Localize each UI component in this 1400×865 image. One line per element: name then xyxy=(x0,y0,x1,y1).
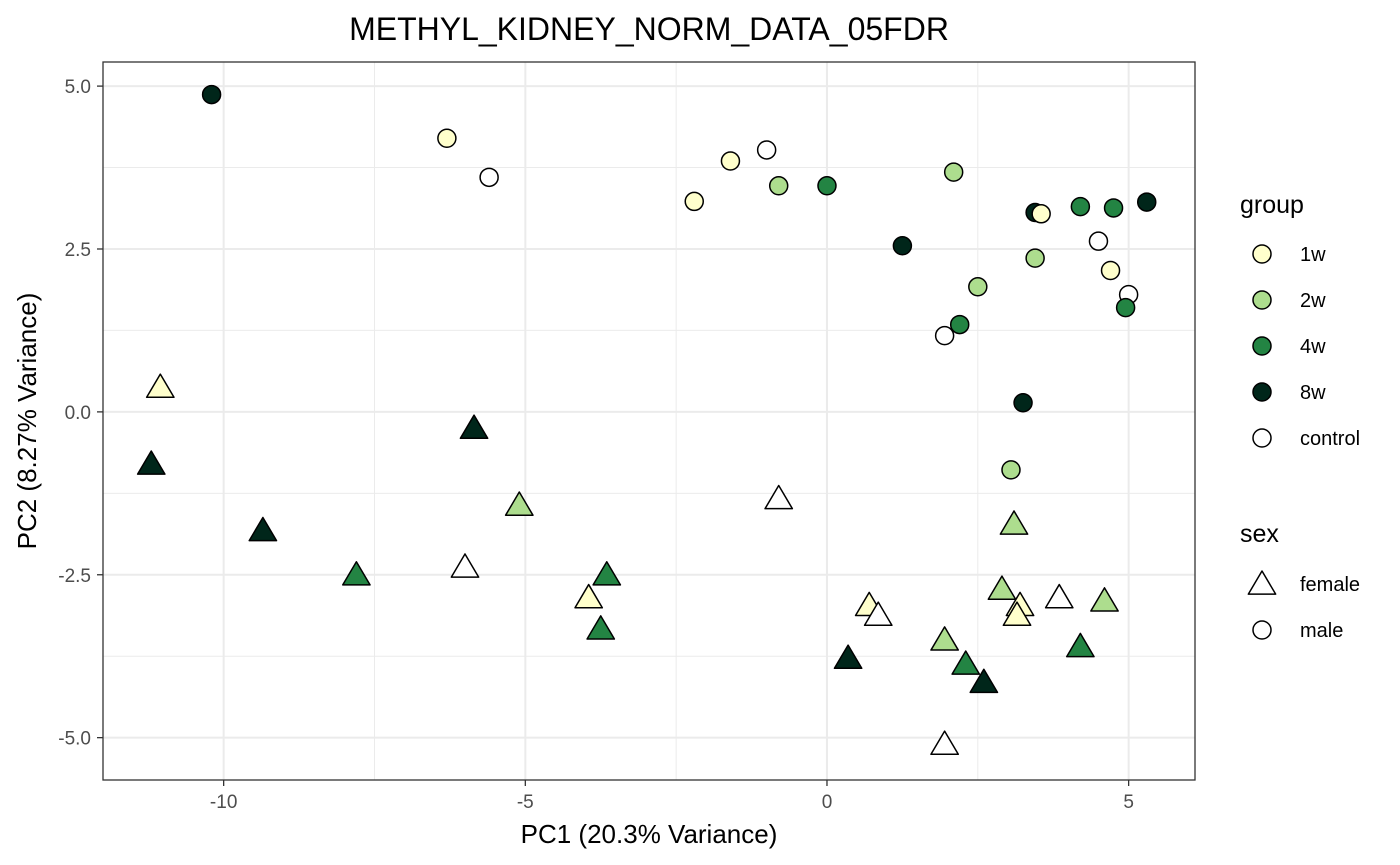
point-female-8w xyxy=(833,644,863,670)
point-female-8w xyxy=(969,668,999,694)
x-axis: -10 -5 0 5 xyxy=(210,780,1134,813)
point-male-4w xyxy=(817,176,837,196)
point-female-2w xyxy=(504,491,534,516)
legend-key-2w xyxy=(1252,290,1272,310)
point-male-4w xyxy=(1070,196,1091,217)
gridlines xyxy=(103,62,1195,780)
x-tick-label: -10 xyxy=(210,792,237,813)
legend-key-control xyxy=(1252,428,1272,448)
point-male-control xyxy=(479,167,499,188)
point-female-1w xyxy=(145,373,175,399)
legend-label-control: control xyxy=(1300,428,1360,450)
point-female-control xyxy=(764,484,794,510)
point-female-1w xyxy=(1002,601,1032,627)
chart-title: METHYL_KIDNEY_NORM_DATA_05FDR xyxy=(349,11,949,47)
plot-panel xyxy=(103,62,1195,780)
legend-group-items: 1w 2w 4w 8w control xyxy=(1252,244,1360,450)
y-tick-label: -2.5 xyxy=(58,566,91,587)
x-tick-label: 0 xyxy=(822,792,833,813)
point-female-4w xyxy=(592,561,622,586)
y-tick-label: 0.0 xyxy=(65,403,91,424)
point-male-8w xyxy=(892,235,913,256)
x-tick-label: 5 xyxy=(1123,792,1134,813)
y-tick-label: 5.0 xyxy=(65,77,91,98)
point-female-4w xyxy=(341,561,371,586)
point-male-1w xyxy=(1100,260,1121,281)
point-male-4w xyxy=(949,314,970,335)
y-axis: 5.0 2.5 0.0 -2.5 -5.0 xyxy=(58,77,103,750)
point-female-control xyxy=(450,553,480,578)
point-female-2w xyxy=(999,510,1029,535)
point-male-2w xyxy=(1025,248,1045,268)
point-male-4w xyxy=(1103,198,1124,218)
legend-group-title: group xyxy=(1240,191,1304,219)
point-male-2w xyxy=(768,176,789,196)
legend-label-1w: 1w xyxy=(1300,244,1326,266)
point-female-4w xyxy=(586,615,616,640)
legend-label-8w: 8w xyxy=(1300,382,1326,404)
point-male-control xyxy=(934,325,955,346)
legend-sex-title: sex xyxy=(1240,520,1279,548)
point-male-8w xyxy=(1013,393,1033,413)
legend-key-4w xyxy=(1252,336,1272,356)
point-female-4w xyxy=(1065,632,1095,658)
point-male-1w xyxy=(437,128,457,148)
point-female-2w xyxy=(1090,587,1119,612)
legend-label-female: female xyxy=(1300,574,1360,596)
legend-key-female xyxy=(1247,570,1277,595)
point-male-control xyxy=(756,140,777,160)
legend-label-4w: 4w xyxy=(1300,336,1326,358)
legend-label-male: male xyxy=(1300,620,1343,642)
point-male-2w xyxy=(943,162,964,182)
y-tick-label: 2.5 xyxy=(65,240,91,261)
point-male-8w xyxy=(201,84,222,105)
point-male-8w xyxy=(1136,192,1157,212)
plot-border xyxy=(102,61,1196,781)
legend: group 1w 2w 4w 8w control sex female male xyxy=(1240,191,1360,642)
y-axis-title: PC2 (8.27% Variance) xyxy=(12,293,42,550)
legend-key-8w xyxy=(1252,382,1272,402)
point-female-1w xyxy=(574,583,604,609)
y-tick-label: -5.0 xyxy=(58,729,91,750)
point-male-1w xyxy=(684,191,704,212)
point-female-control xyxy=(930,730,960,756)
point-female-8w xyxy=(459,414,489,440)
point-female-2w xyxy=(987,575,1017,600)
point-female-8w xyxy=(136,450,166,475)
point-male-control xyxy=(1088,231,1109,251)
point-female-8w xyxy=(248,516,278,542)
x-tick-label: -5 xyxy=(517,792,534,813)
point-female-4w xyxy=(951,650,981,675)
legend-key-male xyxy=(1252,620,1272,640)
point-female-2w xyxy=(930,626,960,651)
legend-sex-items: female male xyxy=(1247,570,1360,642)
point-male-4w xyxy=(1115,297,1136,318)
point-male-2w xyxy=(968,277,988,297)
x-axis-title: PC1 (20.3% Variance) xyxy=(521,819,778,849)
legend-label-2w: 2w xyxy=(1300,290,1326,312)
legend-key-1w xyxy=(1252,244,1272,264)
point-male-1w xyxy=(1031,204,1051,224)
point-male-2w xyxy=(1001,460,1021,480)
point-female-control xyxy=(1044,583,1074,609)
point-male-1w xyxy=(720,151,741,171)
point-female-control xyxy=(863,601,893,627)
data-points xyxy=(136,84,1157,756)
